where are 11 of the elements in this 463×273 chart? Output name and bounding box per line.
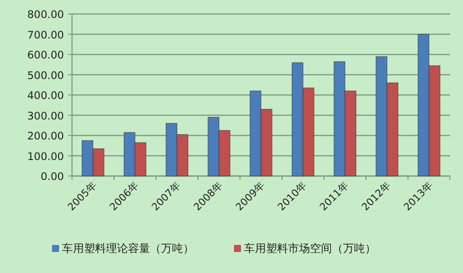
y-tick-label: 600.00 bbox=[27, 50, 64, 62]
legend-label: 车用塑料市场空间（万吨） bbox=[244, 242, 376, 255]
y-tick-label: 700.00 bbox=[27, 29, 64, 42]
y-tick-label: 0.00 bbox=[40, 171, 64, 183]
y-tick-label: 500.00 bbox=[27, 70, 64, 82]
y-tick-label: 800.00 bbox=[27, 9, 64, 21]
y-tick-label: 100.00 bbox=[27, 150, 64, 163]
y-tick-label: 300.00 bbox=[27, 110, 64, 122]
y-tick-label: 200.00 bbox=[27, 130, 64, 142]
legend-label: 车用塑料理论容量（万吨） bbox=[62, 242, 194, 255]
y-tick-label: 400.00 bbox=[27, 90, 64, 102]
